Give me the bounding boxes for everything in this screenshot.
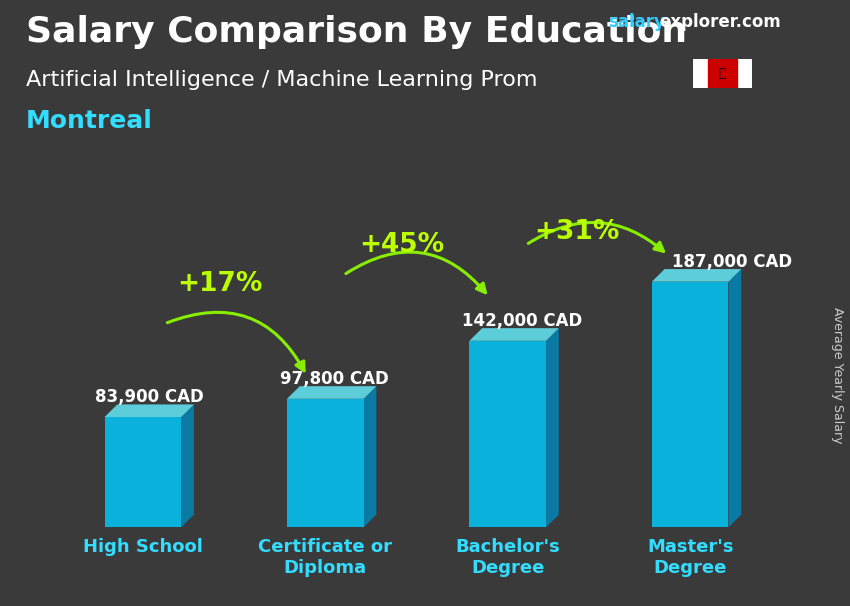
Bar: [693, 59, 707, 88]
Bar: [287, 399, 364, 527]
Polygon shape: [469, 328, 558, 341]
Text: Average Yearly Salary: Average Yearly Salary: [830, 307, 844, 444]
Bar: [641, 212, 790, 527]
FancyArrowPatch shape: [167, 312, 304, 371]
Text: explorer.com: explorer.com: [659, 13, 780, 32]
Text: salary: salary: [608, 13, 665, 32]
Text: Montreal: Montreal: [26, 109, 152, 133]
Bar: [192, 212, 342, 527]
Bar: [105, 417, 181, 527]
Polygon shape: [287, 386, 377, 399]
Bar: [707, 59, 737, 88]
Text: 83,900 CAD: 83,900 CAD: [95, 388, 204, 406]
Bar: [652, 282, 728, 527]
Text: Artificial Intelligence / Machine Learning Prom: Artificial Intelligence / Machine Learni…: [26, 70, 537, 90]
Text: 97,800 CAD: 97,800 CAD: [280, 370, 388, 388]
Text: 142,000 CAD: 142,000 CAD: [462, 311, 582, 330]
Polygon shape: [105, 404, 194, 417]
Polygon shape: [181, 404, 194, 527]
Bar: [342, 212, 491, 527]
FancyArrowPatch shape: [346, 252, 485, 293]
FancyArrowPatch shape: [529, 222, 664, 251]
Text: 🍁: 🍁: [719, 67, 726, 80]
Text: Salary Comparison By Education: Salary Comparison By Education: [26, 15, 687, 49]
Bar: [469, 341, 546, 527]
Polygon shape: [652, 269, 741, 282]
Text: 187,000 CAD: 187,000 CAD: [672, 253, 792, 271]
Bar: [42, 212, 192, 527]
Polygon shape: [546, 328, 558, 527]
Bar: [491, 212, 641, 527]
Bar: [737, 59, 752, 88]
Text: +31%: +31%: [535, 219, 620, 245]
Polygon shape: [364, 386, 377, 527]
Text: +17%: +17%: [177, 271, 262, 298]
Text: +45%: +45%: [360, 232, 445, 258]
Polygon shape: [728, 269, 741, 527]
